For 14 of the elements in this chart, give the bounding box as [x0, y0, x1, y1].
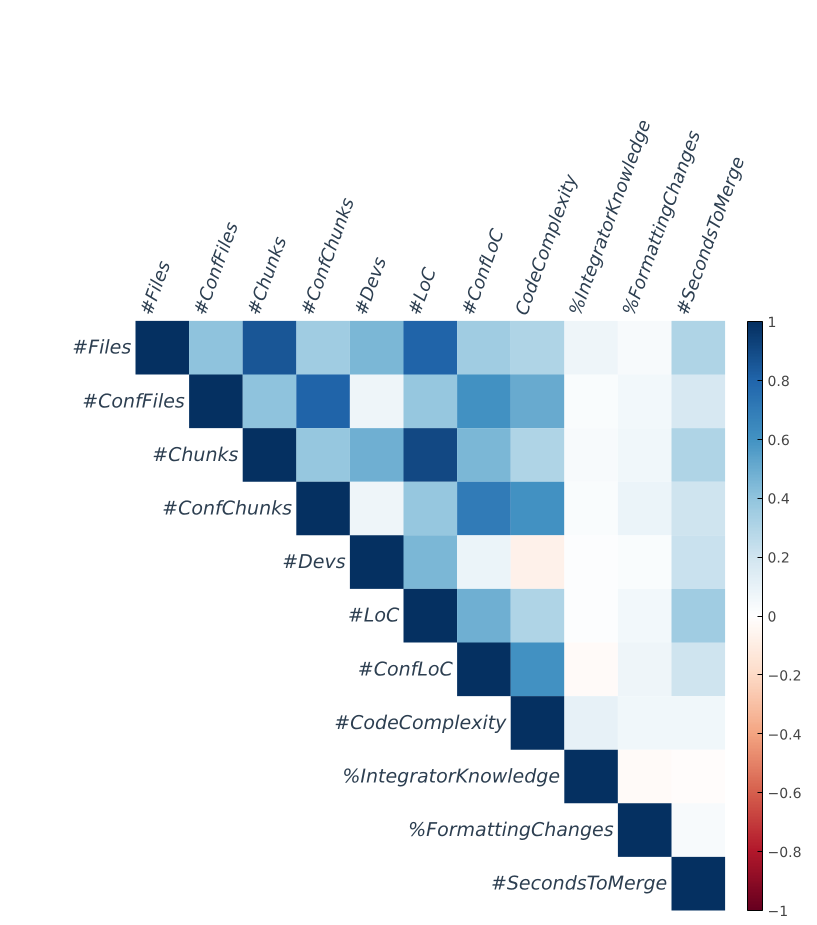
- color-bar-label: 0.4: [768, 492, 790, 508]
- color-bar-label: −0.2: [768, 668, 802, 684]
- color-bar-label: −0.8: [768, 845, 802, 862]
- color-bar-label: 1: [768, 315, 776, 331]
- y-tick-label: #CodeComplexity: [334, 712, 508, 734]
- color-bar-label: 0.2: [768, 550, 790, 567]
- color-bar-label: 0.6: [768, 432, 790, 449]
- color-bar-label: 0: [768, 610, 776, 626]
- color-bar-label: −1: [768, 904, 788, 920]
- color-bar-label: −0.6: [768, 786, 802, 802]
- y-tick-label: #LoC: [348, 604, 400, 627]
- y-tick-label: %IntegratorKnowledge: [342, 766, 560, 788]
- color-bar-label: −0.4: [768, 727, 802, 744]
- color-bar-label: 0.8: [768, 374, 790, 390]
